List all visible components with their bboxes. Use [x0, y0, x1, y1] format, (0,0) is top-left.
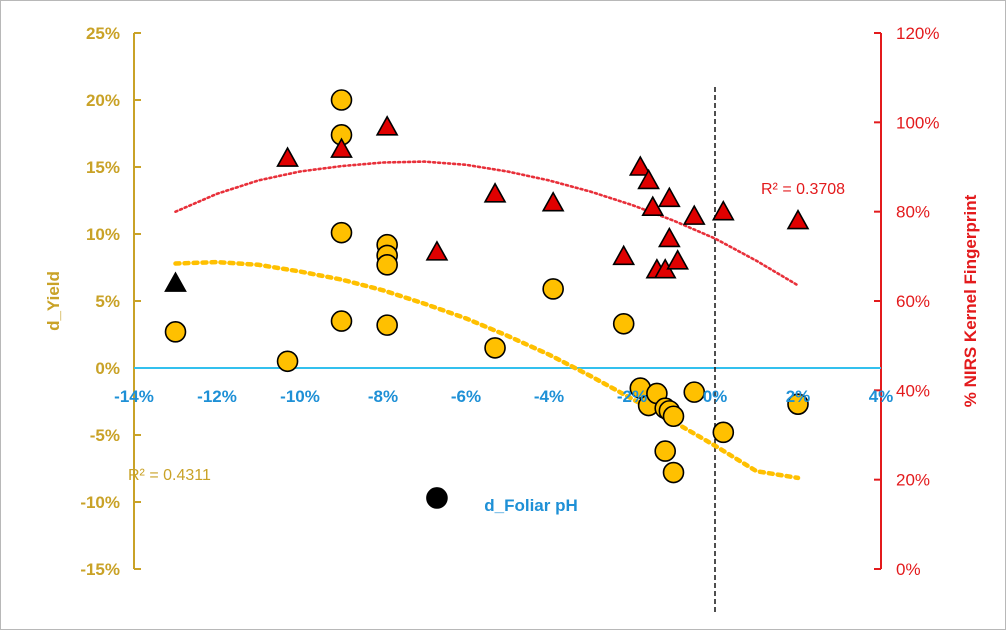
y-tick-label: 20% [86, 91, 120, 110]
yield-point [484, 337, 506, 359]
y2-tick-label: 80% [896, 203, 930, 222]
yield-point [662, 405, 685, 428]
x-tick-label: -10% [280, 387, 320, 406]
y2-tick-label: 40% [896, 381, 930, 400]
y-tick-label: 15% [86, 158, 120, 177]
x-tick-label: -6% [451, 387, 481, 406]
fingerprint-point [483, 182, 507, 203]
yield-point [662, 461, 685, 484]
y2-tick-label: 120% [896, 24, 939, 43]
y-tick-label: 5% [95, 292, 120, 311]
x-tick-label: 0% [703, 387, 728, 406]
fingerprint-point [657, 226, 681, 248]
fingerprint-point [682, 204, 706, 225]
fingerprint-point [786, 208, 810, 230]
x-tick-label: -2% [617, 387, 647, 406]
fingerprint-outlier-point [164, 271, 187, 292]
y-tick-label: 10% [86, 225, 120, 244]
text-layer: -15% -10% -5% 0% 5% 10% 15% 20% 25% 0% 20% 40% 60% 80… [80, 24, 939, 579]
yield-point [376, 314, 398, 336]
y-tick-label: -10% [80, 493, 120, 512]
x-tick-label: 2% [786, 387, 811, 406]
fingerprint-point [330, 137, 353, 158]
y-axis-title: d_Yield [44, 271, 63, 331]
y-tick-label: 25% [86, 24, 120, 43]
fingerprint-point [425, 240, 449, 261]
fingerprint-r2-label: R² = 0.3708 [761, 181, 845, 198]
y-tick-label: 0% [95, 359, 120, 378]
fingerprint-point [711, 200, 735, 221]
yield-point [164, 321, 187, 343]
x-tick-label: -8% [368, 387, 398, 406]
trendlines-layer [173, 160, 801, 481]
x-tick-label: -4% [534, 387, 564, 406]
yield-point [683, 381, 706, 403]
fingerprint-point [541, 191, 565, 212]
fingerprint-point [375, 115, 399, 136]
y-tick-label: -15% [80, 560, 120, 579]
yield-point [612, 312, 635, 335]
y2-tick-label: 100% [896, 113, 939, 132]
x-tick-label: 4% [869, 387, 894, 406]
y2-axis-title: % NIRS Kernel Fingerprint [961, 194, 980, 407]
fingerprint-trendline [174, 160, 800, 287]
x-tick-label: -14% [114, 387, 154, 406]
yield-point [276, 350, 299, 373]
fingerprint-point [628, 155, 652, 176]
yield-point [330, 310, 353, 332]
axes-layer [133, 32, 882, 613]
x-tick-label: -12% [197, 387, 237, 406]
y2-tick-label: 60% [896, 292, 930, 311]
yield-trendline [173, 259, 801, 481]
yield-outlier-point [426, 487, 448, 509]
fingerprint-point [276, 146, 299, 167]
fingerprint-point [641, 195, 665, 216]
yield-point [542, 278, 564, 300]
yield-point [330, 221, 353, 244]
fingerprint-point [637, 168, 660, 190]
y2-tick-label: 0% [896, 560, 921, 579]
y2-tick-label: 20% [896, 471, 930, 490]
marks-layer [164, 89, 810, 509]
yield-point [712, 421, 735, 444]
y-tick-label: -5% [90, 426, 120, 445]
fingerprint-point [612, 244, 636, 266]
yield-point [787, 393, 809, 415]
yield-point [376, 254, 398, 276]
fingerprint-point [666, 249, 690, 270]
yield-r2-label: R² = 0.4311 [128, 467, 211, 484]
x-axis-title: d_Foliar pH [484, 496, 578, 515]
yield-point [654, 440, 677, 462]
fingerprint-point [657, 186, 681, 208]
yield-point [330, 89, 353, 111]
